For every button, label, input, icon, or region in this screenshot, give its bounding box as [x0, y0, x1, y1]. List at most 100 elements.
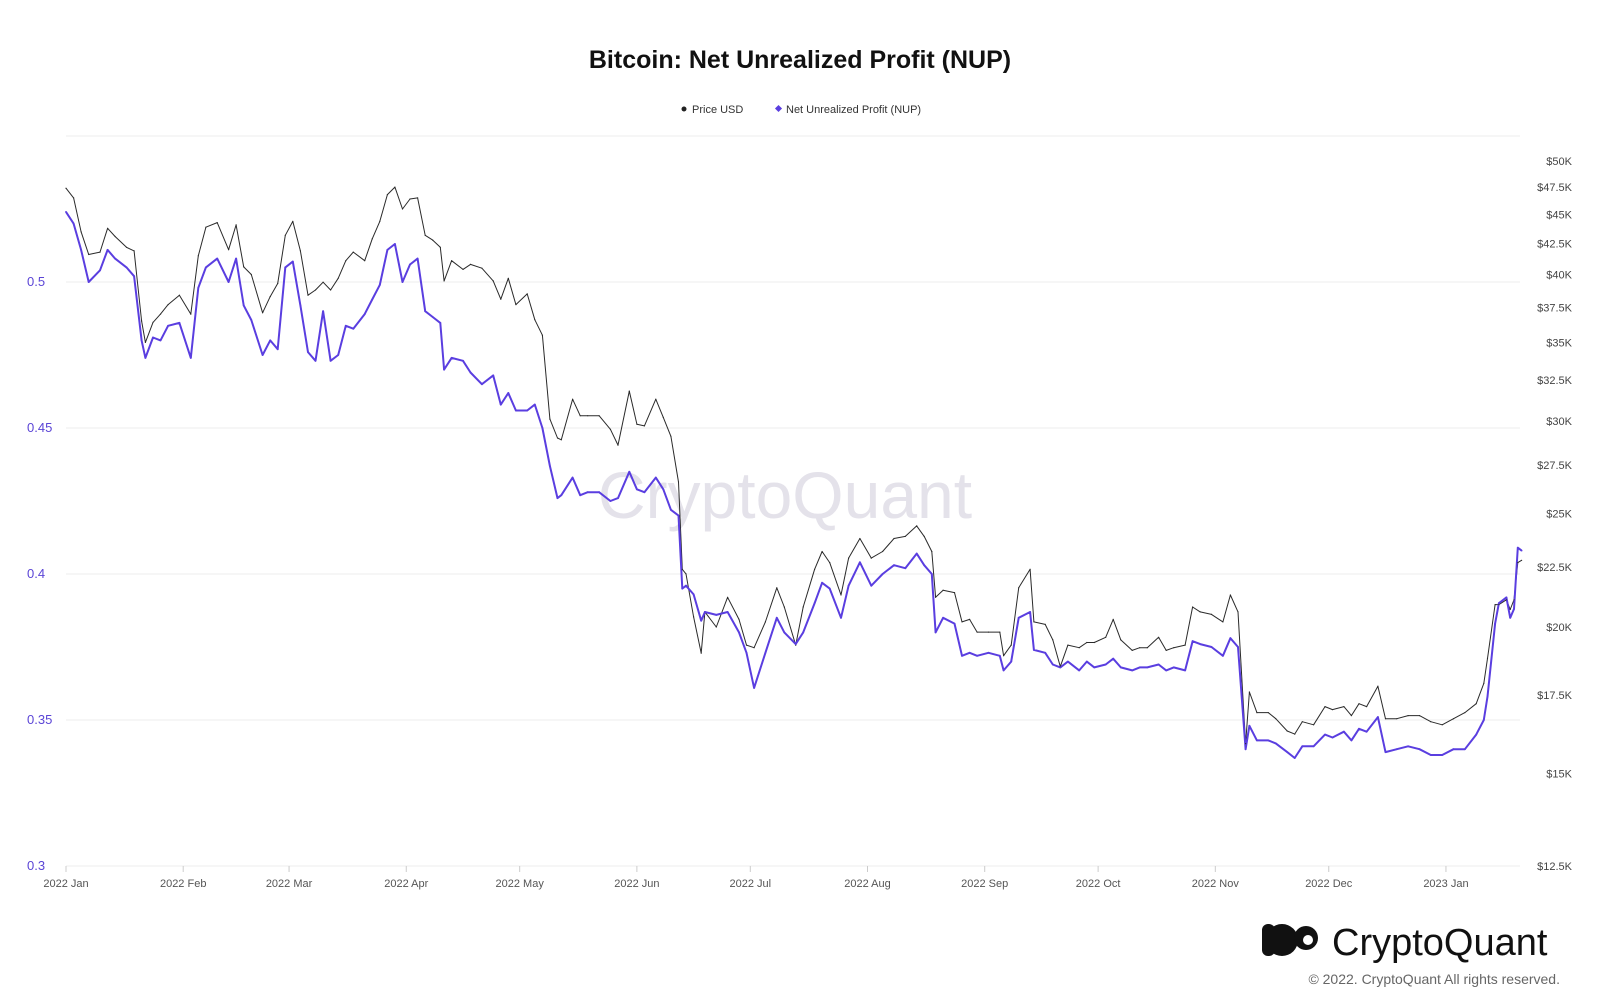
nup-point — [1010, 660, 1013, 663]
nup-point — [700, 619, 703, 622]
nup-point — [1131, 669, 1134, 672]
price-point — [776, 587, 778, 589]
price-point — [190, 313, 192, 315]
right-tick-label: $12.5K — [1537, 861, 1573, 873]
price-point — [1199, 611, 1201, 613]
price-point — [556, 437, 559, 439]
nup-point — [726, 611, 729, 613]
price-point — [1131, 649, 1133, 652]
nup-point — [998, 654, 1001, 657]
price-point — [1010, 644, 1012, 646]
price-point — [587, 415, 589, 417]
nup-point — [439, 322, 442, 324]
nup-point — [579, 494, 582, 497]
price-point — [1029, 568, 1031, 570]
nup-point — [469, 371, 472, 374]
nup-point — [1078, 669, 1081, 672]
right-tick-label: $27.5K — [1537, 460, 1573, 472]
price-point — [1301, 721, 1303, 723]
nup-point — [1301, 745, 1304, 748]
price-point — [935, 596, 937, 598]
nup-point — [235, 257, 238, 260]
left-axis: 0.3 0.35 0.4 0.45 0.5 — [27, 274, 52, 873]
price-point — [73, 197, 75, 199]
nup-point — [1172, 666, 1175, 669]
price-point — [507, 277, 509, 279]
nup-point — [394, 243, 396, 245]
price-point — [337, 277, 339, 279]
price-point — [976, 631, 978, 633]
price-point — [534, 319, 536, 321]
price-point — [500, 298, 502, 300]
x-tick-label: 2022 Jun — [614, 878, 659, 890]
nup-point — [670, 508, 672, 511]
nup-point — [159, 339, 162, 342]
nup-point — [1494, 622, 1496, 625]
nup-point — [378, 284, 381, 286]
x-tick-label: 2022 Nov — [1192, 878, 1240, 890]
legend: Price USD Net Unrealized Profit (NUP) — [681, 104, 921, 116]
nup-point — [976, 654, 978, 657]
price-point — [152, 321, 154, 323]
nup-point — [571, 476, 574, 479]
price-point — [481, 267, 483, 269]
nup-point — [242, 304, 245, 307]
nup-point — [934, 631, 937, 634]
nup-point — [1184, 669, 1186, 672]
price-point — [1509, 608, 1511, 611]
price-point — [1052, 639, 1054, 641]
nup-point — [284, 266, 287, 269]
price-point — [685, 573, 687, 575]
price-point — [1396, 718, 1398, 720]
price-point — [159, 313, 162, 315]
right-tick-label: $35K — [1546, 337, 1572, 349]
price-point — [1452, 718, 1455, 720]
nup-point — [307, 351, 309, 353]
price-point — [1086, 641, 1088, 644]
nup-point — [299, 304, 302, 307]
price-point — [745, 644, 748, 646]
nup-point — [847, 584, 850, 587]
price-point — [386, 194, 388, 196]
nup-point — [794, 643, 797, 645]
price-point — [1294, 733, 1296, 735]
nup-point — [1505, 596, 1508, 599]
right-tick-label: $30K — [1546, 416, 1572, 428]
nup-point — [140, 339, 143, 342]
price-point — [1018, 587, 1020, 589]
price-point — [451, 260, 453, 262]
nup-point — [515, 409, 517, 412]
price-point — [107, 227, 109, 229]
brand-name: CryptoQuant — [1332, 922, 1548, 964]
nup-point — [881, 573, 884, 575]
price-point — [693, 616, 695, 618]
price-point — [1498, 604, 1500, 606]
price-point — [882, 550, 884, 553]
x-axis: 2022 Jan 2022 Feb 2022 Mar 2022 Apr 2022 May… — [43, 866, 1469, 890]
nup-point — [961, 654, 963, 657]
price-point — [401, 208, 404, 210]
nup-point — [72, 222, 75, 225]
price-point — [1078, 647, 1080, 649]
legend-marker-price — [681, 106, 687, 112]
nup-point — [65, 211, 67, 213]
price-point — [492, 280, 494, 282]
price-point — [250, 273, 252, 276]
nup-point — [1237, 646, 1239, 648]
x-tick-label: 2022 Dec — [1305, 878, 1353, 890]
price-point — [848, 557, 850, 559]
nup-point — [685, 584, 687, 587]
nup-point — [1029, 611, 1031, 613]
legend-item-price[interactable]: Price USD — [681, 104, 744, 116]
price-point — [859, 537, 861, 540]
price-point — [1267, 712, 1269, 714]
nup-point — [481, 383, 483, 386]
nup-point — [269, 339, 272, 342]
nup-point — [178, 322, 181, 324]
price-point — [1464, 712, 1466, 714]
price-point — [125, 246, 128, 248]
price-point — [1475, 703, 1477, 705]
nup-point — [904, 567, 907, 570]
legend-item-nup[interactable]: Net Unrealized Profit (NUP) — [774, 104, 921, 116]
nup-point — [1475, 733, 1478, 736]
